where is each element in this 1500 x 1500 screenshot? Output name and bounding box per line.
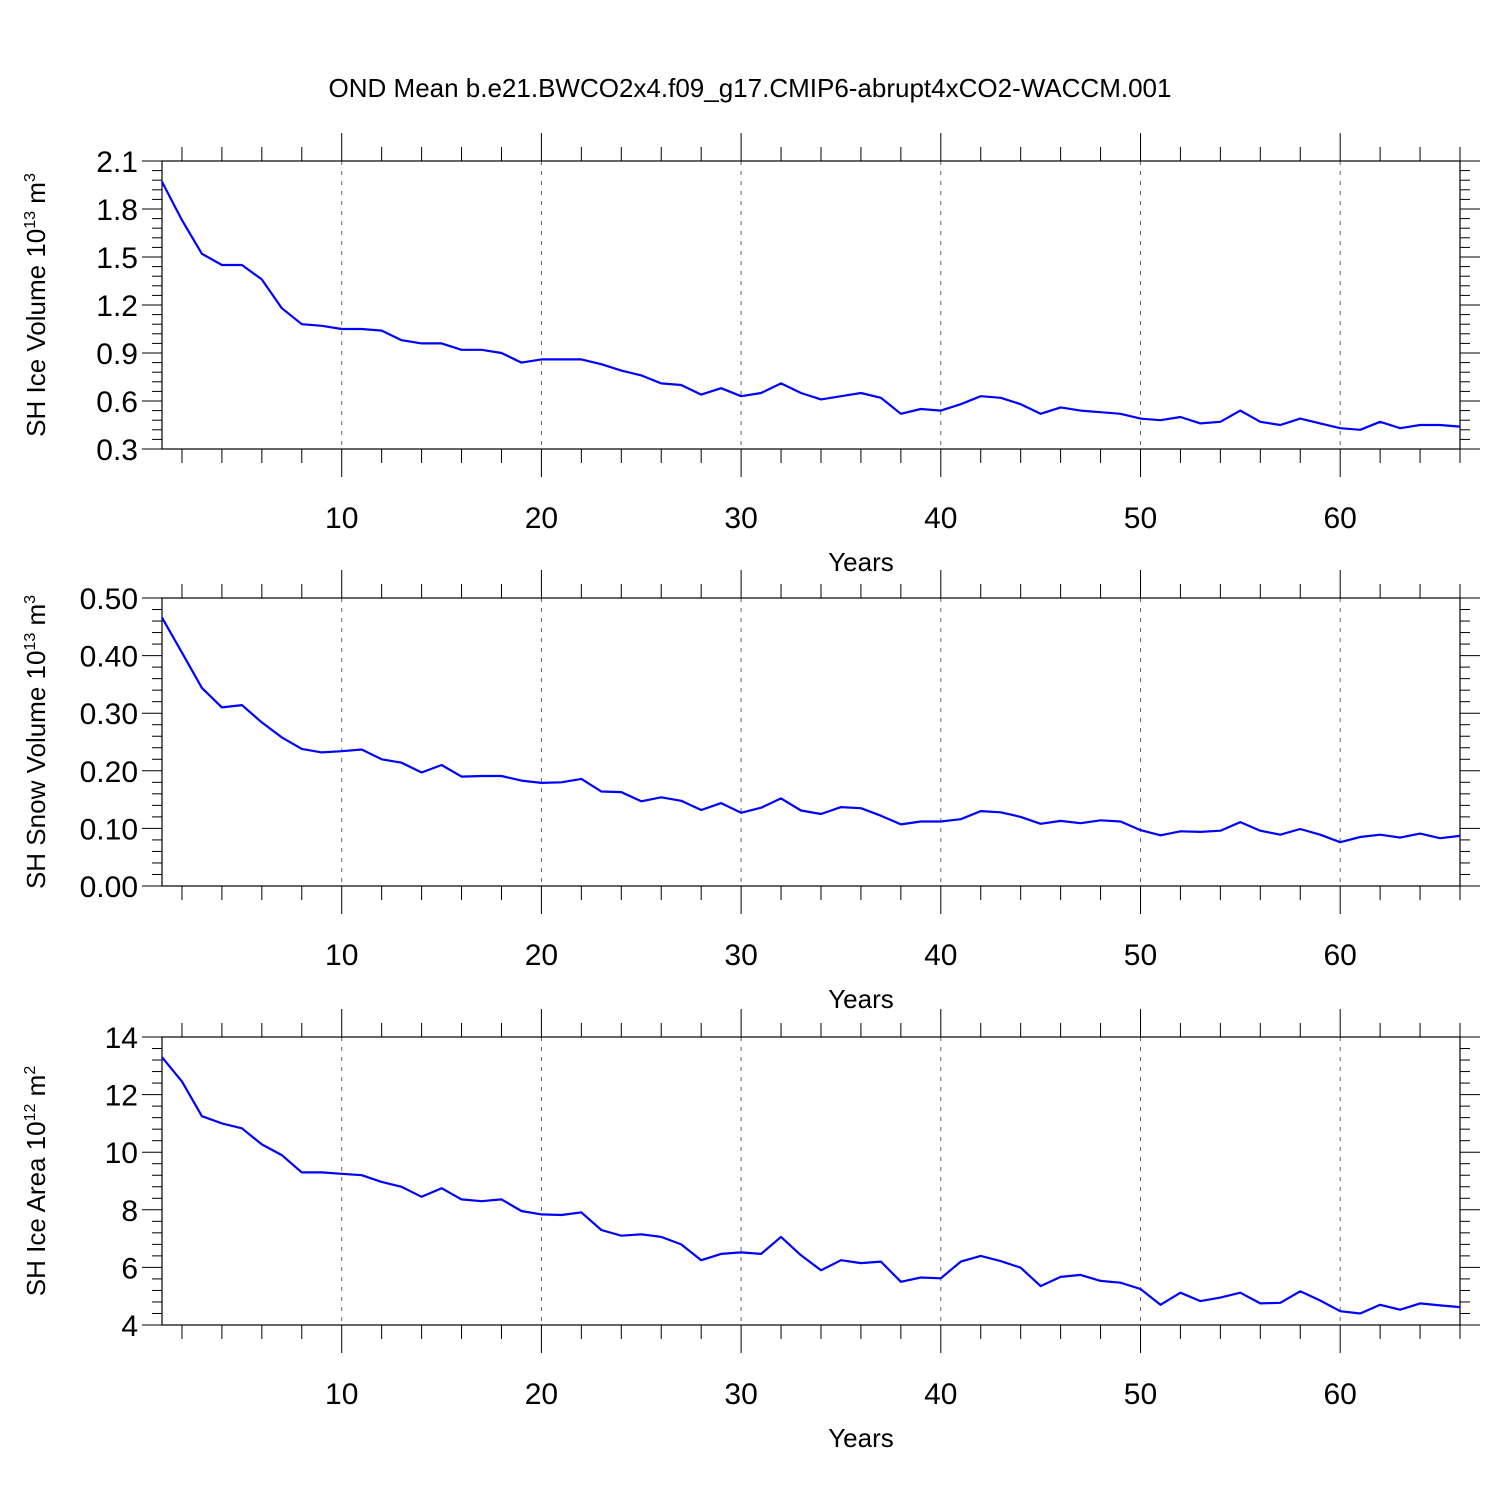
x-tick-label: 30 — [724, 1378, 757, 1411]
y-tick-label: 12 — [105, 1080, 138, 1113]
x-tick-label: 50 — [1124, 1378, 1157, 1411]
y-axis-label: SH Snow Volume 1013 m3 — [21, 595, 51, 889]
y-tick-label: 14 — [105, 1022, 138, 1055]
y-tick-label: 10 — [105, 1137, 138, 1170]
y-tick-label: 0.10 — [80, 813, 138, 846]
x-tick-label: 50 — [1124, 939, 1157, 972]
chart-title: OND Mean b.e21.BWCO2x4.f09_g17.CMIP6-abr… — [329, 73, 1172, 103]
y-axis-label-unit-exponent: 2 — [22, 1066, 39, 1075]
x-tick-label: 60 — [1323, 939, 1356, 972]
y-tick-label: 8 — [121, 1195, 138, 1228]
y-axis-label-exponent: 13 — [22, 633, 39, 651]
y-tick-label: 0.3 — [96, 434, 138, 467]
y-tick-label: 0.9 — [96, 338, 138, 371]
series-line — [161, 617, 1461, 844]
x-tick-label: 20 — [525, 939, 558, 972]
y-axis-label: SH Ice Volume 1013 m3 — [21, 173, 51, 437]
y-axis-label-main: SH Snow Volume 10 — [21, 651, 51, 889]
plot-frame — [161, 160, 1461, 450]
x-tick-label: 60 — [1323, 502, 1356, 535]
x-tick-label: 30 — [724, 939, 757, 972]
y-axis-label: SH Ice Area 1012 m2 — [21, 1066, 51, 1297]
x-tick-label: 10 — [325, 1378, 358, 1411]
x-tick-label: 20 — [525, 502, 558, 535]
x-tick-label: 60 — [1323, 1378, 1356, 1411]
y-axis-label-unit: m — [21, 604, 51, 633]
y-tick-label: 1.2 — [96, 290, 138, 323]
y-axis-label-main: SH Ice Volume 10 — [21, 229, 51, 437]
y-axis-label-unit-exponent: 3 — [22, 595, 39, 604]
y-tick-label: 2.1 — [96, 146, 138, 179]
series-line — [161, 1056, 1461, 1315]
y-tick-label: 4 — [121, 1310, 138, 1343]
plot-frame — [161, 1036, 1461, 1326]
y-tick-label: 0.50 — [80, 583, 138, 616]
x-axis-label: Years — [828, 1423, 894, 1453]
y-tick-label: 0.6 — [96, 386, 138, 419]
y-tick-label: 1.8 — [96, 194, 138, 227]
y-axis-label-exponent: 12 — [22, 1103, 39, 1121]
y-tick-label: 0.20 — [80, 756, 138, 789]
panel-1: 0.3 0.6 0.9 1.2 1.5 1.8 2.1 10 20 30 40 50 60 Years SH… — [21, 133, 1480, 577]
x-tick-label: 10 — [325, 939, 358, 972]
x-tick-label: 10 — [325, 502, 358, 535]
y-axis-label-unit: m — [21, 1075, 51, 1104]
plot-frame — [161, 597, 1461, 887]
y-tick-label: 1.5 — [96, 242, 138, 275]
y-axis-label-unit-exponent: 3 — [22, 173, 39, 182]
y-axis-label-unit: m — [21, 182, 51, 211]
y-tick-label: 6 — [121, 1252, 138, 1285]
y-axis-label-main: SH Ice Area 10 — [21, 1121, 51, 1296]
x-tick-label: 40 — [924, 502, 957, 535]
y-tick-label: 0.00 — [80, 871, 138, 904]
x-tick-label: 40 — [924, 939, 957, 972]
panel-2: 0.00 0.10 0.20 0.30 0.40 0.50 10 20 30 40 50 60 Year… — [21, 570, 1480, 1014]
y-tick-label: 0.40 — [80, 641, 138, 674]
x-tick-label: 50 — [1124, 502, 1157, 535]
x-tick-label: 20 — [525, 1378, 558, 1411]
x-axis-label: Years — [828, 547, 894, 577]
y-axis-label-exponent: 13 — [22, 211, 39, 229]
x-axis-label: Years — [828, 984, 894, 1014]
x-tick-label: 30 — [724, 502, 757, 535]
y-tick-label: 0.30 — [80, 698, 138, 731]
series-line — [161, 181, 1461, 431]
x-tick-label: 40 — [924, 1378, 957, 1411]
panel-3: 4 6 8 10 12 14 10 20 30 40 50 60 Years SH Ice Area 10… — [21, 1009, 1480, 1453]
